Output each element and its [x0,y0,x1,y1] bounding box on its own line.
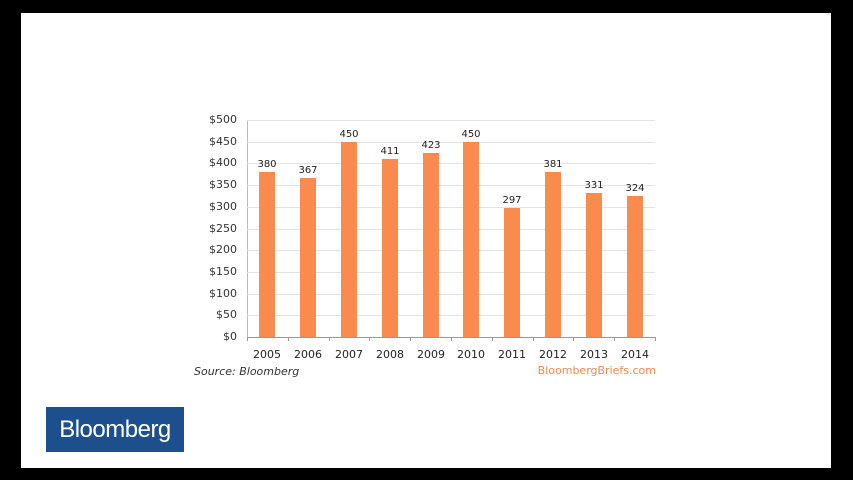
bar-value-label: 411 [380,146,400,157]
x-tick-label: 2006 [294,348,322,361]
gridline [247,294,655,295]
y-tick-label: $250 [209,222,237,235]
gridline [247,185,655,186]
bar-2006 [300,178,316,337]
bar-2012 [545,172,561,337]
x-tick-mark [492,337,493,341]
x-tick-label: 2013 [580,348,608,361]
y-tick-label: $200 [209,243,237,256]
bar-2007 [341,142,357,337]
bar-2005 [259,172,275,337]
bar-value-label: 380 [257,159,277,170]
y-tick-label: $100 [209,287,237,300]
x-tick-mark [410,337,411,341]
x-tick-mark [288,337,289,341]
x-tick-label: 2010 [457,348,485,361]
bloomberg-logo: Bloomberg [46,407,184,452]
x-tick-mark [655,337,656,341]
bar-value-label: 331 [584,180,604,191]
gridline [247,229,655,230]
gridline [247,120,655,121]
x-tick-label: 2009 [417,348,445,361]
y-tick-label: $500 [209,113,237,126]
bar-value-label: 423 [421,140,441,151]
x-tick-mark [247,337,248,341]
x-tick-label: 2012 [539,348,567,361]
bar-2013 [586,193,602,337]
y-tick-label: $450 [209,135,237,148]
bar-value-label: 381 [543,159,563,170]
x-tick-label: 2014 [621,348,649,361]
y-tick-label: $350 [209,178,237,191]
x-tick-mark [451,337,452,341]
x-tick-mark [369,337,370,341]
y-tick-label: $150 [209,265,237,278]
bar-value-label: 297 [502,195,522,206]
gridline [247,207,655,208]
source-note: Source: Bloomberg [194,365,300,378]
y-tick-label: $400 [209,156,237,169]
bar-value-label: 324 [625,183,645,194]
bar-2008 [382,159,398,337]
x-tick-label: 2007 [335,348,363,361]
y-tick-label: $300 [209,200,237,213]
x-tick-mark [329,337,330,341]
x-tick-label: 2011 [498,348,526,361]
bar-value-label: 450 [461,129,481,140]
x-tick-mark [533,337,534,341]
gridline [247,142,655,143]
bar-2014 [627,196,643,337]
gridline [247,250,655,251]
gridline [247,163,655,164]
gridline [247,272,655,273]
bar-2009 [423,153,439,337]
gridline [247,315,655,316]
y-tick-label: $0 [223,330,237,343]
bar-value-label: 450 [339,129,359,140]
x-tick-mark [614,337,615,341]
bar-2011 [504,208,520,337]
bloomberg-briefs-link: BloombergBriefs.com [537,364,656,377]
x-tick-label: 2008 [376,348,404,361]
bar-2010 [463,142,479,337]
x-tick-label: 2005 [253,348,281,361]
x-tick-mark [573,337,574,341]
y-tick-label: $50 [216,308,237,321]
bar-value-label: 367 [298,165,318,176]
